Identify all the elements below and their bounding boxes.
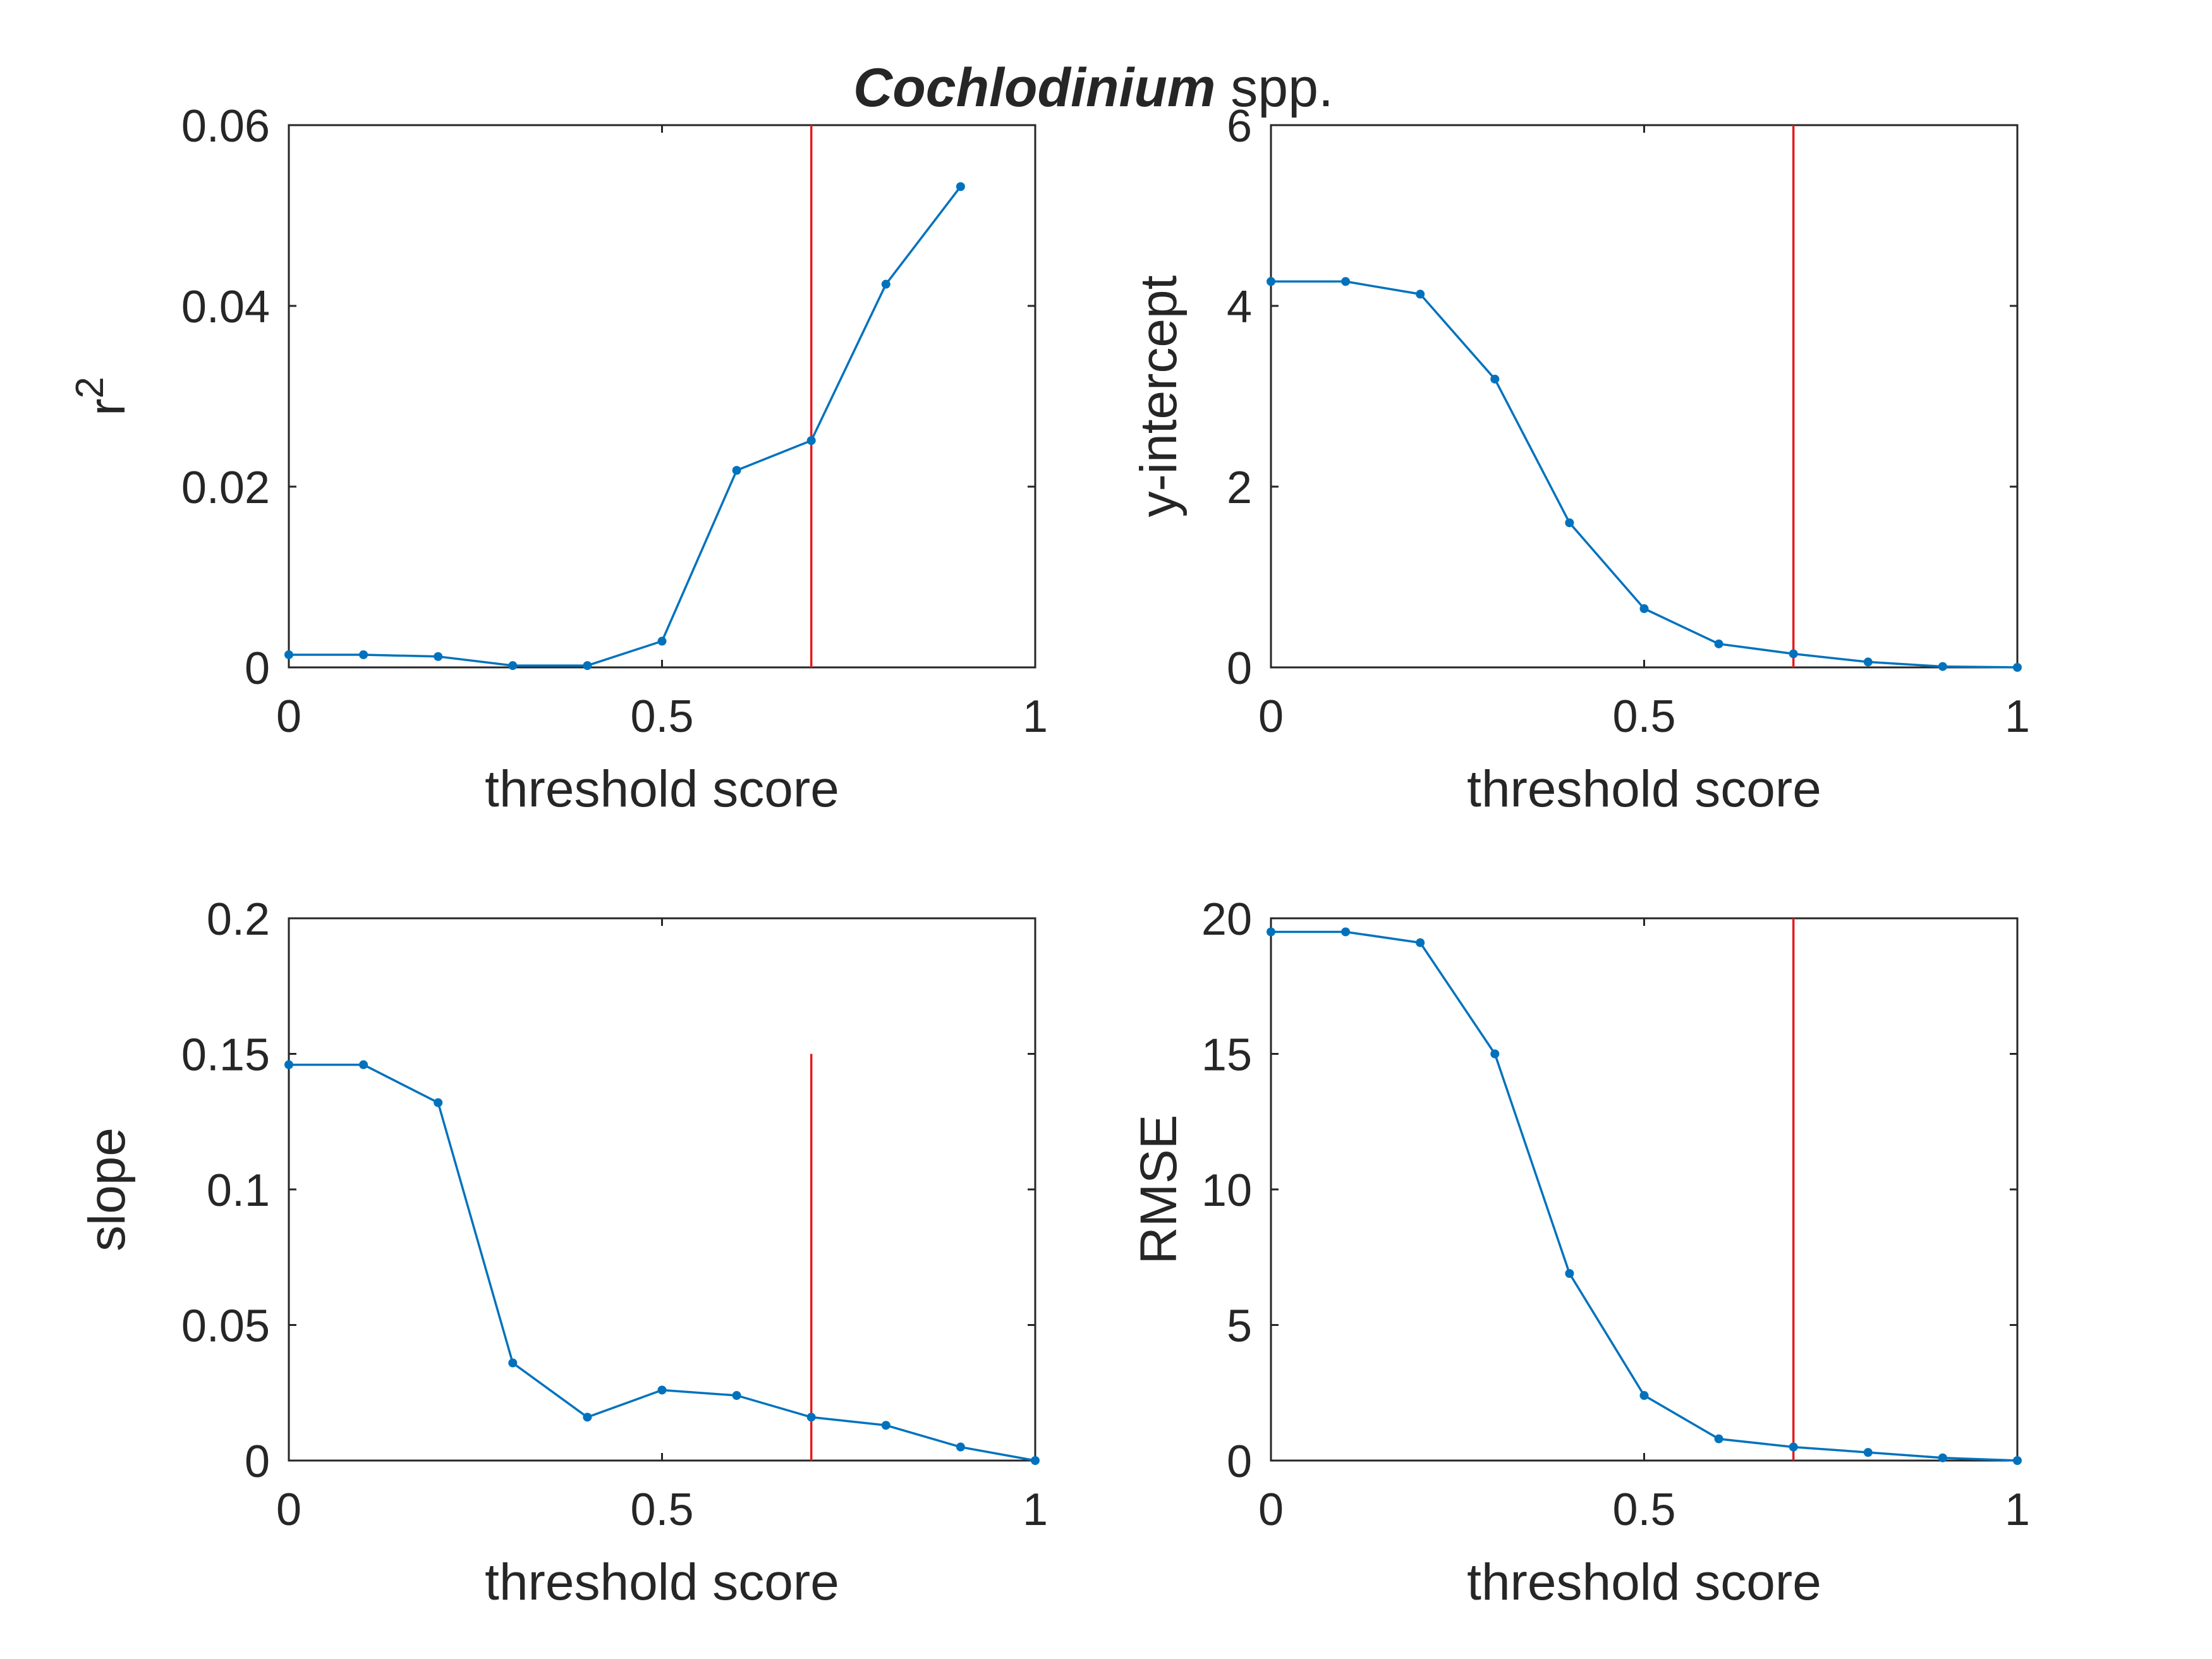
r2-data-point xyxy=(732,466,741,475)
y-intercept-ytick-label: 0 xyxy=(1227,643,1252,694)
r2-data-point xyxy=(508,661,518,671)
rmse-data-point xyxy=(1639,1391,1649,1401)
rmse-ytick-label: 20 xyxy=(1201,894,1252,945)
slope-ylabel-text: slope xyxy=(78,1127,136,1251)
rmse-data-point xyxy=(1714,1434,1723,1443)
r2-xtick-label: 0 xyxy=(276,691,301,742)
rmse-data-point xyxy=(1789,1442,1798,1452)
r2-ytick-label: 0 xyxy=(245,643,270,694)
y-intercept-data-point xyxy=(1938,662,1947,671)
rmse-data-point xyxy=(1416,938,1425,947)
figure-title-species: Cochlodinium xyxy=(853,58,1215,118)
slope-xtick-label: 0.5 xyxy=(630,1485,693,1535)
r2-data-point xyxy=(956,182,965,191)
r2-ytick-label: 0.04 xyxy=(181,282,270,332)
rmse-data-point xyxy=(1267,927,1275,937)
subplot-y-intercept: 0 0.5 1 0 2 4 6 threshold score y-intercept xyxy=(1130,101,2030,818)
rmse-xtick-label: 1 xyxy=(2005,1485,2030,1535)
rmse-data-point xyxy=(2013,1456,2022,1465)
slope-data-point xyxy=(956,1442,965,1452)
y-intercept-ylabel-text: y-intercept xyxy=(1130,275,1188,517)
r2-data-point xyxy=(881,279,890,289)
slope-data-point xyxy=(508,1358,518,1368)
slope-ytick-label: 0.1 xyxy=(207,1165,270,1216)
slope-data-point xyxy=(583,1413,592,1422)
y-intercept-data-point xyxy=(1714,639,1723,648)
r2-ylabel-text: r xyxy=(78,399,136,416)
y-intercept-ytick-label: 4 xyxy=(1227,282,1252,332)
y-intercept-xtick-label: 0 xyxy=(1258,691,1284,742)
rmse-ytick-label: 5 xyxy=(1227,1301,1252,1352)
rmse-data-point xyxy=(1938,1453,1947,1462)
slope-ytick-label: 0.2 xyxy=(207,894,270,945)
rmse-data-point xyxy=(1863,1448,1873,1457)
y-intercept-ytick-label: 6 xyxy=(1227,101,1252,152)
r2-data-point xyxy=(806,436,816,446)
y-intercept-ytick-label: 2 xyxy=(1227,463,1252,513)
y-intercept-data-point xyxy=(1639,604,1649,614)
figure-title: Cochlodinium spp. xyxy=(853,58,1334,118)
rmse-data-point xyxy=(1565,1268,1574,1278)
rmse-ylabel-text: RMSE xyxy=(1130,1115,1188,1265)
r2-ylabel-superscript: 2 xyxy=(68,377,112,398)
y-intercept-data-point xyxy=(1267,277,1275,286)
r2-ylabel: r2 xyxy=(68,377,137,416)
y-intercept-data-point xyxy=(1565,518,1574,528)
slope-data-point xyxy=(1031,1456,1040,1465)
slope-xtick-label: 1 xyxy=(1023,1485,1048,1535)
y-intercept-data-point xyxy=(1789,649,1798,659)
slope-ytick-label: 0.15 xyxy=(181,1030,270,1081)
y-intercept-data-point xyxy=(2013,663,2022,672)
r2-ytick-label: 0.06 xyxy=(181,101,270,152)
r2-xlabel: threshold score xyxy=(485,760,839,818)
rmse-xtick-label: 0 xyxy=(1258,1485,1284,1535)
r2-data-point xyxy=(657,636,667,646)
slope-data-point xyxy=(732,1391,741,1401)
r2-data-point xyxy=(434,652,443,661)
y-intercept-xtick-label: 1 xyxy=(2005,691,2030,742)
y-intercept-data-point xyxy=(1341,277,1351,286)
r2-ytick-label: 0.02 xyxy=(181,463,270,513)
r2-series-line xyxy=(289,186,962,667)
slope-ytick-label: 0.05 xyxy=(181,1301,270,1352)
rmse-ytick-label: 0 xyxy=(1227,1437,1252,1487)
slope-data-point xyxy=(434,1098,443,1107)
rmse-xtick-label: 0.5 xyxy=(1612,1485,1675,1535)
rmse-data-point xyxy=(1490,1049,1500,1059)
subplot-r2: 0 0.5 1 0 0.02 0.04 0.06 threshold score r2 xyxy=(68,101,1048,818)
y-intercept-xlabel: threshold score xyxy=(1467,760,1821,818)
r2-xtick-label: 1 xyxy=(1023,691,1048,742)
figure-title-suffix: spp. xyxy=(1215,58,1333,118)
slope-data-point xyxy=(657,1385,667,1395)
y-intercept-data-point xyxy=(1863,657,1873,667)
slope-data-point xyxy=(806,1413,816,1422)
slope-data-point xyxy=(359,1060,368,1069)
rmse-ylabel: RMSE xyxy=(1130,1115,1188,1265)
slope-data-point xyxy=(881,1421,890,1430)
rmse-ytick-label: 15 xyxy=(1201,1030,1252,1081)
rmse-data-point xyxy=(1341,927,1351,937)
slope-xtick-label: 0 xyxy=(276,1485,301,1535)
y-intercept-data-point xyxy=(1490,374,1500,384)
r2-data-point xyxy=(359,650,368,659)
rmse-ytick-label: 10 xyxy=(1201,1165,1252,1216)
slope-ytick-label: 0 xyxy=(245,1437,270,1487)
slope-data-point xyxy=(284,1060,293,1069)
r2-data-point xyxy=(583,661,592,671)
r2-data-point xyxy=(284,650,293,659)
r2-xtick-label: 0.5 xyxy=(630,691,693,742)
y-intercept-ylabel: y-intercept xyxy=(1130,275,1188,517)
subplot-slope: 0 0.5 1 0 0.05 0.1 0.15 0.2 threshold score slope xyxy=(78,894,1048,1611)
slope-ylabel: slope xyxy=(78,1127,136,1251)
y-intercept-xtick-label: 0.5 xyxy=(1612,691,1675,742)
slope-xlabel: threshold score xyxy=(485,1553,839,1611)
y-intercept-data-point xyxy=(1416,289,1425,299)
rmse-xlabel: threshold score xyxy=(1467,1553,1821,1611)
